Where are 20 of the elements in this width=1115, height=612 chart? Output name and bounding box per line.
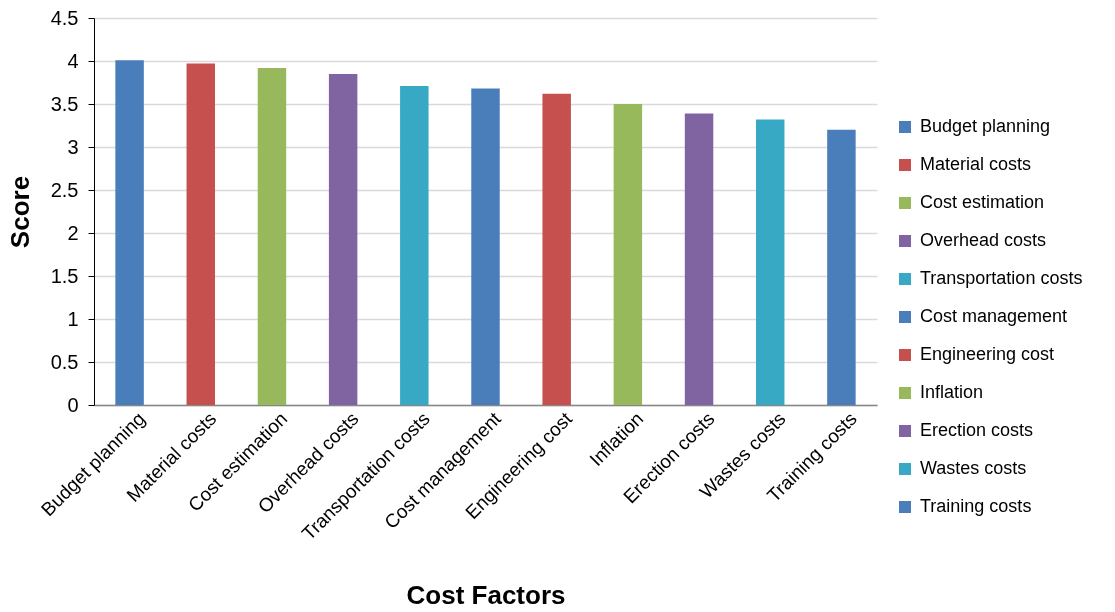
x-axis-title: Cost Factors bbox=[406, 579, 566, 610]
y-tick-label: 1.5 bbox=[50, 264, 79, 287]
y-tick-label: 1 bbox=[67, 307, 79, 330]
legend-label: Transportation costs bbox=[920, 268, 1083, 288]
legend-label: Material costs bbox=[920, 154, 1032, 174]
legend-label: Engineering cost bbox=[920, 344, 1055, 364]
y-tick-label: 4.5 bbox=[50, 6, 79, 29]
legend-label: Cost estimation bbox=[920, 192, 1045, 212]
legend-label: Overhead costs bbox=[920, 230, 1047, 250]
y-tick-label: 4 bbox=[67, 49, 79, 72]
y-tick-label: 0.5 bbox=[50, 350, 79, 373]
legend-label: Budget planning bbox=[920, 116, 1051, 136]
y-tick-label: 3.5 bbox=[50, 92, 79, 115]
y-tick-label: 0 bbox=[67, 393, 79, 416]
y-tick-label: 2 bbox=[67, 221, 79, 244]
y-axis-title: Score bbox=[4, 175, 35, 249]
legend-label: Cost management bbox=[920, 306, 1068, 326]
y-tick-label: 3 bbox=[67, 135, 79, 158]
legend-label: Inflation bbox=[920, 382, 984, 402]
y-tick-label: 2.5 bbox=[50, 178, 79, 201]
